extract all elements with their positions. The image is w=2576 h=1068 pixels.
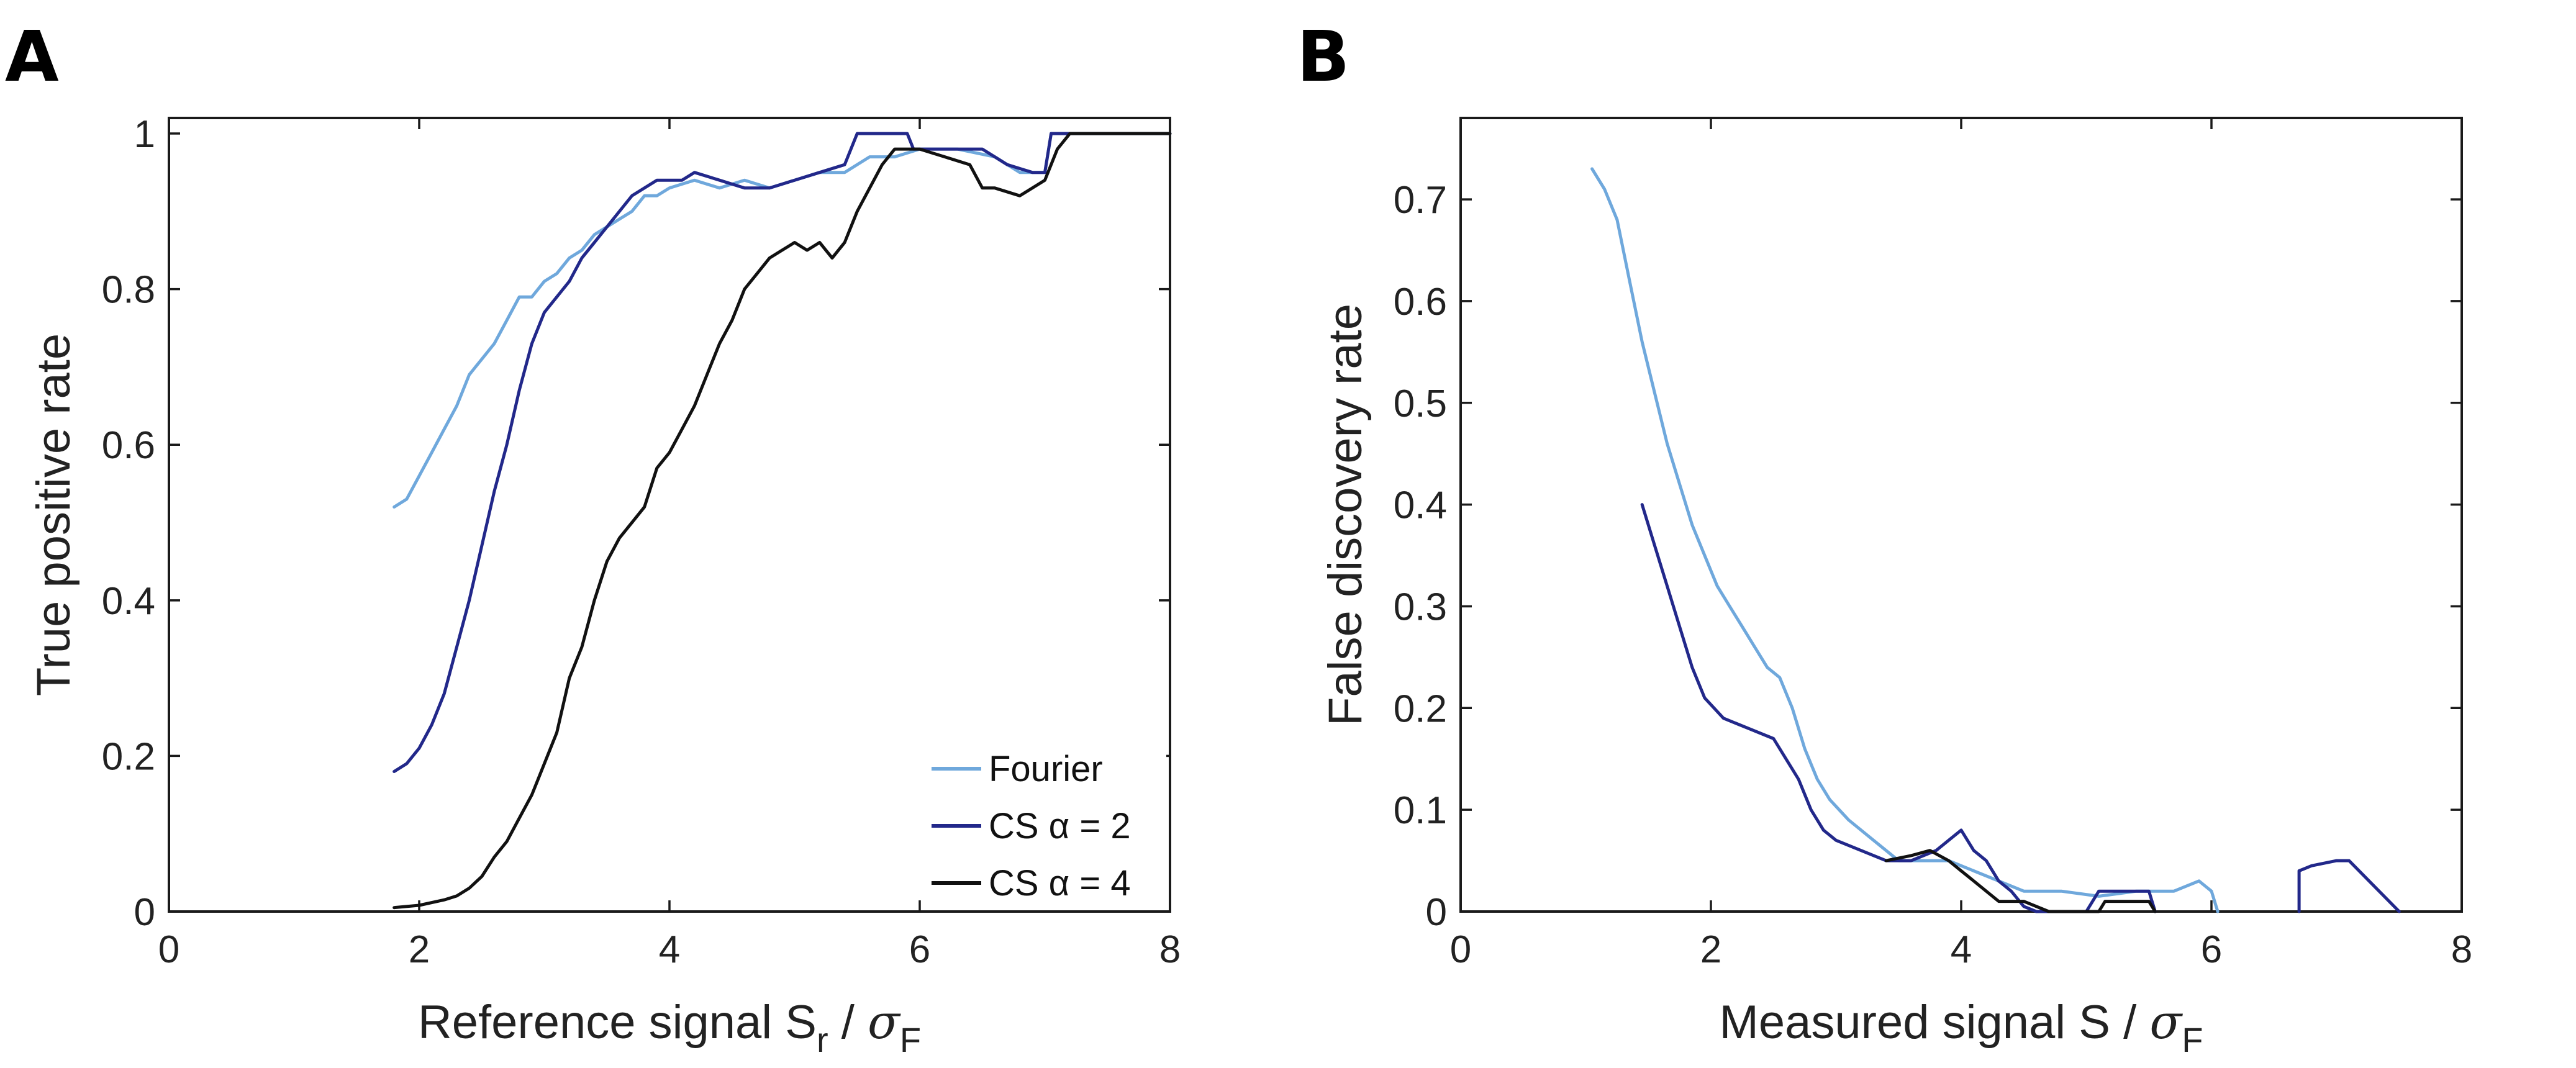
y-axis-label-a: True positive rate — [27, 333, 80, 696]
x-tick-label-b: 8 — [2451, 928, 2472, 971]
y-axis-a: 0 0.2 0.4 0.6 0.8 1 — [102, 113, 1170, 934]
panel-label-a: A — [5, 17, 59, 97]
x-tick-label-b: 6 — [2201, 928, 2222, 971]
y-tick-label-b: 0.3 — [1394, 586, 1447, 628]
y-tick-label-b: 0.7 — [1394, 179, 1447, 222]
y-tick-label-a: 0 — [134, 891, 155, 934]
legend-entry: CS α = 2 — [989, 806, 1131, 846]
x-tick-label-a: 2 — [409, 928, 430, 971]
y-tick-label-a: 0.2 — [102, 735, 155, 778]
y-axis-label-b: False discovery rate — [1319, 304, 1372, 726]
series-line-cs-2 — [2297, 859, 2401, 913]
y-tick-label-b: 0 — [1426, 891, 1447, 934]
y-tick-label-b: 0.6 — [1394, 281, 1447, 324]
series-line-fourier — [1590, 167, 2220, 913]
x-tick-label-a: 0 — [158, 928, 179, 971]
axes-frame-b — [1459, 117, 2463, 913]
y-tick-label-b: 0.2 — [1394, 687, 1447, 730]
x-tick-label-a: 6 — [909, 928, 930, 971]
x-axis-label-b: Measured signal S / σF — [1720, 994, 2203, 1059]
x-axis-label-a: Reference signal Sr / σF — [418, 994, 921, 1059]
x-tick-label-a: 8 — [1159, 928, 1181, 971]
y-tick-label-a: 0.4 — [102, 580, 155, 623]
y-tick-label-a: 0.6 — [102, 424, 155, 467]
y-tick-label-b: 0.4 — [1394, 484, 1447, 527]
x-tick-label-a: 4 — [659, 928, 680, 971]
legend-a: Fourier CS α = 2 CS α = 4 — [924, 738, 1166, 905]
legend-entry: Fourier — [989, 749, 1103, 789]
x-tick-label-b: 4 — [1951, 928, 1972, 971]
panel-b: B 0 2 4 6 8 0 0.1 0.2 0.3 0.4 0.5 0.6 0.7 False dis… — [1297, 17, 2472, 1059]
series-line-cs-2 — [1640, 503, 2157, 913]
x-tick-label-b: 0 — [1450, 928, 1471, 971]
plot-area-b — [1590, 167, 2401, 913]
y-tick-label-a: 1 — [134, 113, 155, 156]
series-line-cs-2 — [392, 132, 1172, 773]
series-line-fourier — [392, 132, 1172, 509]
x-axis-b: 0 2 4 6 8 — [1450, 118, 2472, 971]
series-line-cs-4 — [1884, 849, 2157, 913]
y-axis-b: 0 0.1 0.2 0.3 0.4 0.5 0.6 0.7 — [1394, 179, 2462, 934]
panel-label-b: B — [1297, 17, 1349, 97]
plot-area-a — [392, 132, 1172, 910]
y-tick-label-b: 0.1 — [1394, 789, 1447, 832]
x-axis-a: 0 2 4 6 8 — [158, 118, 1181, 971]
y-tick-label-b: 0.5 — [1394, 382, 1447, 425]
series-line-cs-4 — [392, 132, 1172, 910]
x-tick-label-b: 2 — [1700, 928, 1721, 971]
panel-a: A 0 2 4 6 8 0 0.2 0.4 0.6 0.8 1 True positive rat… — [5, 17, 1181, 1059]
legend-entry: CS α = 4 — [989, 863, 1131, 903]
y-tick-label-a: 0.8 — [102, 269, 155, 312]
